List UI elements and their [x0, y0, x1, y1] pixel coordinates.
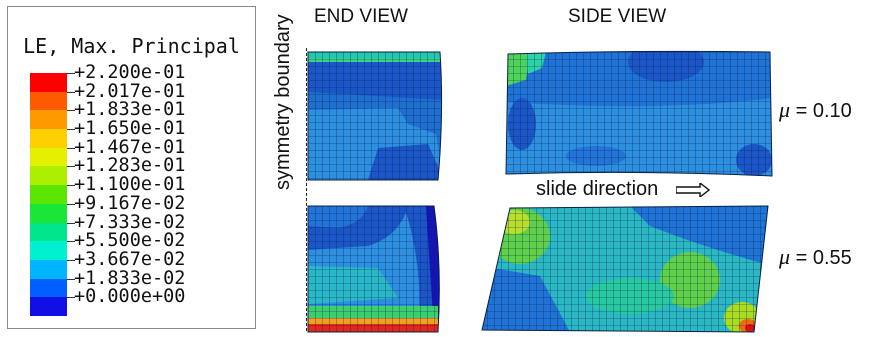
legend-swatch [30, 129, 67, 148]
mu-value-top: = 0.10 [790, 100, 852, 122]
symmetry-line [306, 48, 307, 331]
legend-tick [67, 110, 75, 112]
legend-tick [67, 73, 75, 74]
legend-title: LE, Max. Principal [23, 34, 240, 58]
legend-tick [67, 241, 75, 243]
mu-symbol-bottom: μ [779, 244, 791, 269]
legend-tick-label: +9.167e-02 [74, 192, 186, 214]
legend-tick [67, 166, 75, 168]
slide-direction-label: slide direction [536, 178, 659, 200]
legend-swatch [30, 185, 67, 204]
legend-color-bar [30, 73, 67, 316]
legend-swatch [30, 147, 67, 167]
legend-tick-label: +1.833e-02 [74, 267, 186, 289]
legend-tick [67, 203, 75, 205]
slide-direction: slide direction [536, 178, 710, 201]
legend-tick-label: +7.333e-02 [74, 211, 186, 233]
side-view-low-friction [505, 50, 773, 177]
figure-area: END VIEW SIDE VIEW symmetry boundary [270, 0, 881, 337]
legend-tick-label: +3.667e-02 [74, 248, 186, 270]
end-view-low-friction [307, 51, 443, 181]
legend-tick-label: +1.100e-01 [74, 174, 186, 196]
mu-symbol-top: μ [779, 97, 791, 122]
legend-swatch [30, 110, 67, 130]
symmetry-boundary-label: symmetry boundary [272, 14, 294, 190]
legend-swatch [30, 166, 67, 186]
end-view-title: END VIEW [314, 6, 408, 27]
legend-tick-label: +1.833e-01 [74, 99, 186, 121]
legend-tick-label: +5.500e-02 [74, 230, 186, 252]
side-view-high-friction [481, 205, 769, 333]
legend-tick-label: +1.467e-01 [74, 136, 186, 158]
legend-swatch [30, 73, 67, 92]
side-view-title: SIDE VIEW [568, 6, 667, 27]
legend-swatch [30, 91, 67, 111]
mu-value-bottom: = 0.55 [790, 247, 852, 269]
legend-tick-label: +1.283e-01 [74, 155, 186, 177]
friction-label-bottom: μ = 0.55 [779, 244, 852, 270]
legend-tick [67, 278, 75, 280]
legend-swatch [30, 278, 67, 298]
legend-swatch [30, 222, 67, 242]
legend-tick [67, 91, 75, 93]
legend-swatch [30, 203, 67, 223]
legend-swatch [30, 259, 67, 279]
legend-swatch [30, 241, 67, 260]
legend-tick [67, 147, 75, 149]
legend-tick [67, 185, 75, 187]
friction-label-top: μ = 0.10 [779, 97, 852, 123]
legend-panel: LE, Max. Principal +2.200e-01 +2.017e-01 +… [7, 6, 256, 329]
legend-tick-label: +0.000e+00 [74, 286, 186, 308]
legend-tick [67, 222, 75, 224]
legend-tick-label: +2.017e-01 [74, 80, 186, 102]
legend-tick [67, 297, 75, 299]
right-arrow-icon [675, 182, 710, 197]
legend-tick-label: +1.650e-01 [74, 118, 186, 140]
legend-tick [67, 129, 75, 131]
legend-swatch [30, 297, 67, 316]
legend-tick-label: +2.200e-01 [74, 62, 186, 83]
end-view-high-friction [307, 205, 440, 333]
legend-tick [67, 259, 75, 261]
